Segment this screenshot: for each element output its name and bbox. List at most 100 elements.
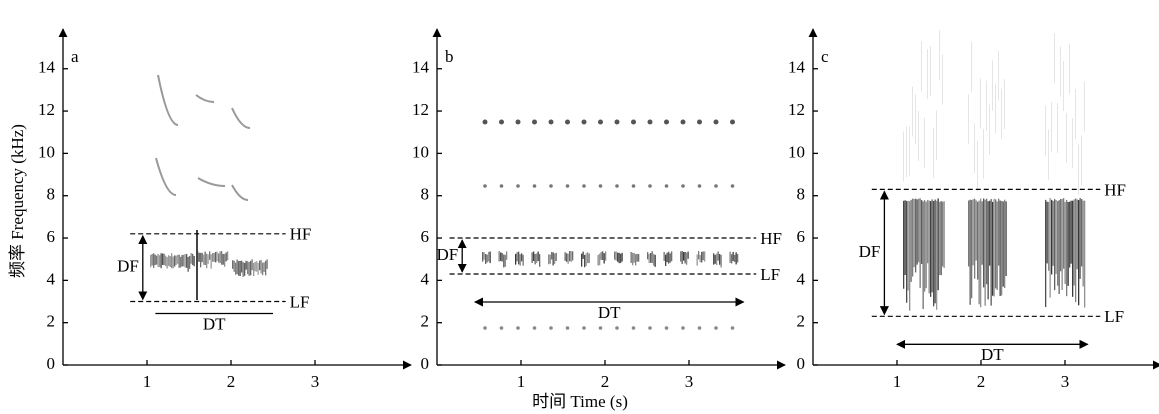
trace bbox=[915, 198, 917, 273]
trace bbox=[928, 200, 930, 294]
y-tick-label: 0 bbox=[421, 354, 430, 373]
trace bbox=[225, 252, 227, 262]
trace bbox=[648, 184, 652, 188]
trace bbox=[499, 326, 504, 330]
trace bbox=[169, 256, 171, 267]
trace bbox=[233, 260, 235, 272]
trace bbox=[730, 184, 735, 188]
trace bbox=[168, 255, 170, 266]
trace bbox=[260, 259, 262, 274]
trace bbox=[565, 326, 570, 330]
trace bbox=[635, 254, 637, 266]
trace bbox=[671, 251, 673, 262]
trace bbox=[1063, 198, 1065, 269]
trace bbox=[192, 253, 194, 266]
trace bbox=[153, 253, 155, 268]
trace bbox=[265, 260, 267, 276]
trace bbox=[504, 254, 506, 267]
trace bbox=[942, 54, 943, 105]
trace bbox=[717, 251, 719, 261]
trace bbox=[177, 254, 179, 264]
trace bbox=[165, 255, 167, 267]
trace bbox=[681, 326, 685, 330]
x-tick-label: 2 bbox=[977, 372, 986, 391]
trace bbox=[238, 260, 240, 276]
trace bbox=[506, 251, 508, 260]
trace bbox=[1067, 201, 1069, 286]
trace bbox=[174, 255, 176, 267]
trace bbox=[630, 252, 632, 263]
trace bbox=[564, 252, 566, 261]
trace bbox=[266, 259, 268, 269]
trace bbox=[218, 253, 220, 263]
trace bbox=[919, 198, 921, 288]
trace bbox=[631, 184, 636, 188]
y-tick-label: 12 bbox=[412, 100, 429, 119]
trace bbox=[518, 251, 520, 265]
trace bbox=[1060, 198, 1062, 272]
trace bbox=[195, 94, 215, 103]
x-tick-label: 1 bbox=[517, 372, 526, 391]
trace bbox=[482, 252, 484, 262]
trace bbox=[254, 261, 256, 272]
trace bbox=[203, 254, 205, 265]
trace bbox=[598, 184, 603, 188]
trace bbox=[1073, 199, 1075, 286]
trace bbox=[998, 50, 999, 101]
trace bbox=[1081, 198, 1083, 267]
trace bbox=[244, 262, 246, 276]
trace bbox=[599, 253, 601, 266]
trace bbox=[1061, 199, 1063, 291]
trace bbox=[1049, 198, 1051, 298]
trace bbox=[648, 253, 650, 264]
trace bbox=[986, 198, 988, 285]
trace bbox=[698, 251, 700, 260]
trace bbox=[537, 251, 539, 262]
trace bbox=[489, 251, 491, 264]
y-tick-label: 6 bbox=[797, 227, 806, 246]
trace bbox=[175, 255, 177, 265]
y-tick-label: 2 bbox=[797, 312, 806, 331]
trace bbox=[216, 251, 218, 262]
x-tick-label: 2 bbox=[227, 372, 236, 391]
trace bbox=[197, 177, 226, 187]
x-axis-title: 时间 Time (s) bbox=[532, 392, 628, 411]
trace bbox=[1048, 201, 1050, 271]
trace bbox=[699, 254, 701, 263]
trace bbox=[1069, 201, 1071, 268]
y-tick-label: 4 bbox=[47, 269, 56, 288]
hf-label: HF bbox=[1104, 180, 1126, 199]
trace bbox=[551, 251, 553, 260]
trace bbox=[653, 253, 655, 266]
trace bbox=[989, 200, 991, 266]
trace bbox=[618, 252, 620, 264]
trace bbox=[581, 253, 583, 267]
x-tick-label: 1 bbox=[143, 372, 152, 391]
trace bbox=[939, 30, 940, 81]
hf-label: HF bbox=[760, 229, 782, 248]
y-tick-label: 14 bbox=[38, 58, 56, 77]
trace bbox=[1057, 103, 1058, 154]
trace bbox=[980, 198, 982, 308]
y-tick-label: 2 bbox=[47, 312, 56, 331]
trace bbox=[942, 201, 944, 267]
trace bbox=[210, 254, 212, 269]
trace bbox=[1072, 118, 1073, 169]
trace bbox=[180, 256, 182, 268]
trace bbox=[1001, 200, 1003, 296]
trace bbox=[171, 253, 173, 269]
trace bbox=[245, 260, 247, 270]
trace bbox=[989, 104, 990, 155]
trace bbox=[186, 254, 188, 268]
trace bbox=[566, 253, 568, 262]
trace bbox=[650, 252, 652, 263]
trace bbox=[262, 262, 264, 276]
trace bbox=[198, 252, 200, 262]
trace bbox=[922, 201, 924, 310]
trace bbox=[259, 260, 261, 271]
trace bbox=[943, 201, 945, 268]
trace bbox=[499, 119, 504, 125]
trace bbox=[681, 184, 685, 188]
trace bbox=[157, 253, 159, 268]
